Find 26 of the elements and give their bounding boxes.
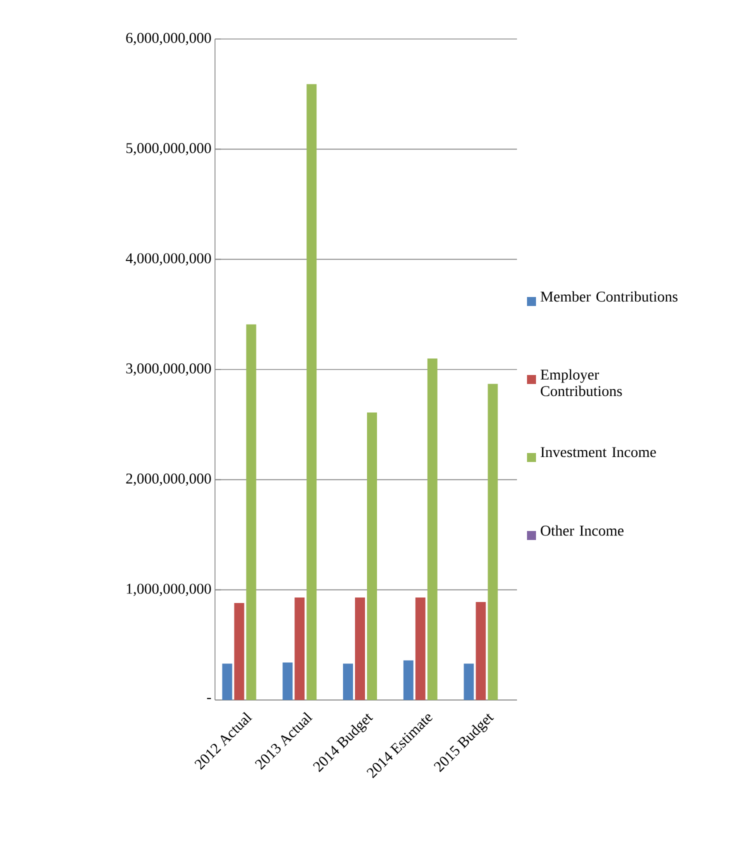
legend-label: Other Income [540, 525, 624, 536]
bar [488, 384, 498, 700]
bar [294, 598, 305, 700]
bar [367, 412, 377, 700]
legend-label: Investment Income [540, 447, 656, 458]
bar [343, 664, 354, 700]
bar [222, 664, 232, 700]
bar [476, 602, 486, 700]
bar [415, 598, 426, 700]
bar [306, 84, 317, 700]
bar [246, 324, 256, 700]
legend-label: Member Contributions [540, 291, 678, 302]
bar [464, 664, 474, 700]
y-tick-label: 1,000,000,000 [126, 584, 211, 596]
bar [403, 660, 414, 700]
y-tick-label: 3,000,000,000 [126, 363, 211, 376]
y-tick-label: 6,000,000,000 [126, 32, 211, 46]
bar [234, 603, 244, 700]
y-tick-label: 2,000,000,000 [126, 474, 211, 486]
bar [355, 598, 366, 700]
y-tick-label: - [207, 698, 211, 700]
bar [427, 358, 438, 700]
bar [282, 662, 293, 700]
y-tick-label: 5,000,000,000 [126, 143, 211, 156]
legend-label: Employer Contributions [540, 369, 622, 396]
y-tick-label: 4,000,000,000 [126, 253, 211, 266]
